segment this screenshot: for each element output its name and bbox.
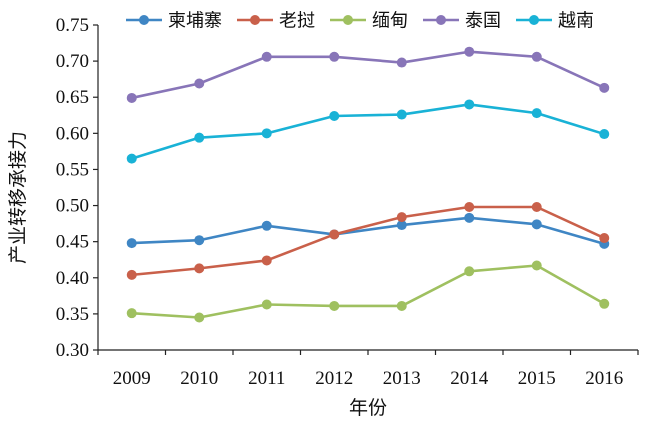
data-point — [261, 128, 272, 139]
x-tick-label: 2012 — [315, 368, 353, 389]
data-point — [531, 260, 542, 271]
series-line — [131, 205, 605, 277]
legend-item: 越南 — [516, 11, 594, 32]
legend-swatch-marker — [343, 15, 353, 25]
legend: 柬埔寨 老挝 缅甸 泰国 越南 — [126, 11, 594, 32]
data-point — [599, 129, 610, 140]
data-point — [464, 202, 475, 212]
data-point — [531, 108, 542, 119]
y-axis-title: 产业转移承接力 — [7, 131, 29, 264]
series-老挝 — [126, 202, 610, 280]
data-point — [126, 269, 137, 280]
x-tick-label: 2009 — [113, 368, 151, 389]
x-tick-label: 2010 — [180, 368, 218, 389]
series-柬埔寨 — [126, 212, 610, 249]
y-tick-label: 0.75 — [56, 15, 89, 36]
legend-swatch-marker — [529, 15, 539, 25]
data-point — [194, 78, 205, 89]
series-越南 — [126, 99, 610, 164]
y-tick-label: 0.50 — [56, 196, 89, 217]
data-point — [329, 300, 340, 311]
data-point — [126, 238, 137, 249]
data-point — [329, 51, 340, 62]
legend-item: 柬埔寨 — [126, 11, 222, 32]
data-point — [329, 229, 340, 240]
data-point — [464, 266, 475, 277]
y-tick-label: 0.40 — [56, 268, 89, 289]
x-axis-title: 年份 — [349, 397, 387, 419]
legend-item: 泰国 — [423, 11, 501, 32]
data-point — [396, 212, 407, 223]
series-line — [131, 216, 605, 246]
data-point — [126, 153, 137, 164]
data-point — [261, 220, 272, 231]
series-缅甸 — [126, 260, 610, 323]
data-point — [329, 111, 340, 121]
series-line — [131, 264, 605, 319]
y-tick-label: 0.45 — [56, 232, 89, 253]
series-line — [131, 103, 605, 160]
legend-label: 柬埔寨 — [168, 11, 222, 32]
data-point — [396, 57, 407, 68]
data-point — [531, 202, 542, 212]
data-point — [261, 299, 272, 310]
data-point — [396, 109, 407, 120]
data-point — [261, 51, 272, 62]
data-point — [261, 255, 272, 266]
axes: 0.30 0.35 0.40 0.45 0.50 0.55 0.60 0.65 0.70 0.75… — [56, 15, 639, 389]
data-point — [126, 92, 137, 103]
data-point — [531, 219, 542, 230]
data-point — [194, 312, 205, 323]
legend-swatch-marker — [436, 15, 446, 25]
y-tick-label: 0.30 — [56, 340, 89, 361]
data-point — [194, 132, 205, 143]
legend-label: 越南 — [558, 11, 594, 32]
data-point — [531, 51, 542, 62]
data-point — [464, 212, 475, 223]
x-tick-label: 2014 — [450, 368, 489, 389]
x-tick-label: 2011 — [248, 368, 285, 389]
x-tick-label: 2015 — [518, 368, 556, 389]
legend-swatch-marker — [250, 15, 260, 25]
series-line — [131, 50, 605, 100]
data-point — [599, 298, 610, 309]
legend-item: 缅甸 — [330, 11, 408, 32]
data-point — [126, 308, 137, 319]
data-point — [599, 233, 610, 244]
legend-label: 老挝 — [279, 11, 315, 32]
data-point — [599, 82, 610, 93]
y-tick-label: 0.60 — [56, 123, 89, 144]
series-泰国 — [126, 46, 610, 103]
data-point — [464, 46, 475, 57]
series-group — [126, 46, 610, 323]
x-tick-label: 2013 — [383, 368, 421, 389]
y-tick-label: 0.70 — [56, 51, 89, 72]
data-point — [194, 235, 205, 246]
legend-label: 泰国 — [465, 11, 501, 32]
legend-item: 老挝 — [237, 11, 315, 32]
y-tick-label: 0.35 — [56, 304, 89, 325]
data-point — [464, 99, 475, 110]
y-tick-label: 0.55 — [56, 159, 89, 180]
data-point — [396, 300, 407, 311]
x-tick-label: 2016 — [585, 368, 623, 389]
legend-label: 缅甸 — [372, 11, 408, 32]
data-point — [396, 220, 407, 231]
y-tick-label: 0.65 — [56, 87, 89, 108]
data-point — [194, 263, 205, 274]
legend-swatch-marker — [139, 15, 149, 25]
